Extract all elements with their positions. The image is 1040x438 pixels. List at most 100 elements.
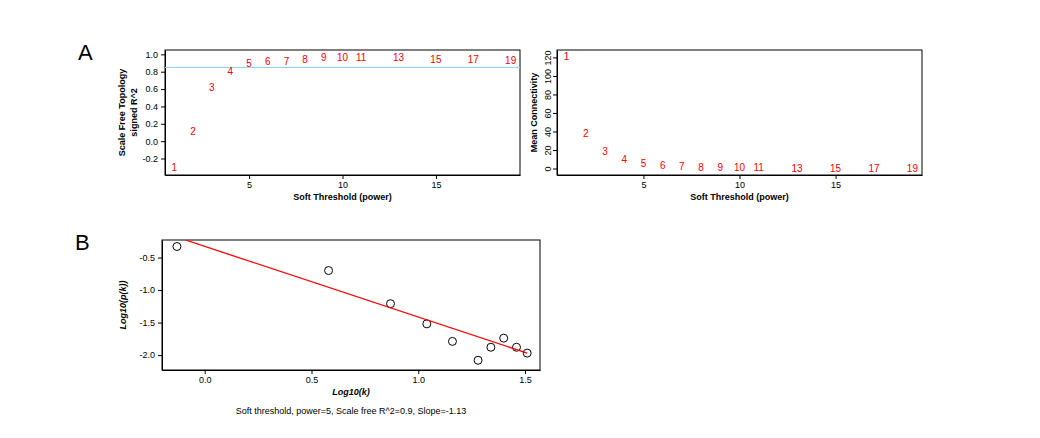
tick-label: 20 [543, 145, 553, 155]
tick: 5 [247, 175, 252, 190]
tick-label: 40 [543, 127, 553, 137]
tick: 40 [543, 127, 557, 137]
tick-label: 0.4 [145, 102, 158, 112]
tick: 0.5 [306, 370, 319, 385]
tick-label: -0.2 [142, 154, 158, 164]
tick-label: 0.0 [145, 137, 158, 147]
points: 123456789101113151719 [172, 52, 517, 172]
tick: 1.0 [413, 370, 426, 385]
x-axis: 5 10 15 [558, 175, 923, 190]
tick-mark [343, 175, 344, 179]
tick-mark [161, 72, 165, 73]
tick-label: -1.0 [139, 285, 155, 295]
caption: Soft threshold, power=5, Scale free R^2=… [236, 406, 467, 416]
tick-mark [553, 150, 557, 151]
point-label: 1 [172, 162, 178, 173]
chart: 51015-0.20.00.20.40.60.81.01234567891011… [78, 40, 521, 202]
tick-label: 0.2 [145, 119, 158, 129]
tick-mark [553, 131, 557, 132]
tick: 0.4 [145, 102, 165, 112]
tick: 15 [831, 175, 841, 190]
tick-label: -0.5 [139, 253, 155, 263]
tick-label: 60 [543, 108, 553, 118]
point-label: 9 [718, 162, 724, 173]
point-label: 15 [430, 54, 442, 65]
reference-line [165, 67, 520, 68]
y-axis: 020406080100120 [543, 50, 558, 175]
fit-line [185, 240, 527, 353]
point-label: 6 [660, 160, 666, 171]
y-axis: -0.20.00.20.40.60.81.0 [142, 50, 165, 176]
point-label: 3 [209, 82, 215, 93]
point-label: 17 [868, 163, 880, 174]
tick: 1.5 [519, 370, 532, 385]
plot-frame [162, 240, 540, 370]
tick-mark [436, 175, 437, 179]
tick-mark [161, 141, 165, 142]
tick-label: 15 [831, 180, 841, 190]
point [173, 243, 181, 251]
axis-line [163, 370, 541, 371]
tick-mark [158, 258, 162, 259]
point-label: 13 [393, 52, 405, 63]
tick: 0 [543, 167, 557, 172]
x-axis: 51015 [166, 175, 521, 190]
x-axis: 0.0 0.5 1.0 1.5 [163, 370, 541, 385]
tick-mark [311, 370, 312, 374]
tick-mark [418, 370, 419, 374]
point-label: 13 [792, 163, 804, 174]
axis-line [165, 51, 166, 176]
tick: 0.2 [145, 119, 165, 129]
tick-label: 0.5 [306, 375, 319, 385]
tick-mark [740, 175, 741, 179]
point-label: 17 [468, 54, 480, 65]
chart: 0.00.51.01.5-0.5-1.0-1.5-2.0Log10(k)Log1… [75, 230, 541, 416]
point-label: 9 [321, 52, 327, 63]
tick-mark [553, 76, 557, 77]
point [325, 267, 333, 275]
y-axis: -0.5 -1.0 -1.5 -2.0 [139, 241, 162, 371]
tick: -0.2 [142, 154, 165, 164]
point-label: 3 [602, 146, 608, 157]
tick-label: 0.0 [199, 375, 212, 385]
tick-label: 0 [543, 167, 553, 172]
tick: -1.5 [139, 318, 162, 328]
tick: 80 [543, 90, 557, 100]
y-axis-title: Mean Connectivity [529, 73, 539, 153]
tick-mark [553, 94, 557, 95]
tick-label: 1.0 [145, 50, 158, 60]
tick: 60 [543, 108, 557, 118]
tick: 0.6 [145, 84, 165, 94]
tick-label: 5 [641, 180, 646, 190]
tick: 5 [641, 175, 646, 190]
tick: 120 [543, 50, 557, 65]
tick-mark [161, 124, 165, 125]
tick: 0.0 [145, 137, 165, 147]
axis-line [162, 241, 163, 371]
point-label: 10 [337, 52, 349, 63]
chart: 5101502040608010012012345678910111315171… [529, 50, 923, 202]
tick-label: 10 [338, 180, 348, 190]
panel-label: B [75, 230, 90, 255]
point-label: 10 [734, 162, 746, 173]
tick-label: 0.6 [145, 84, 158, 94]
point-label: 2 [583, 128, 589, 139]
y-axis-title: Scale Free Topology [117, 69, 127, 156]
tick-mark [158, 355, 162, 356]
tick-mark [158, 290, 162, 291]
tick-mark [205, 370, 206, 374]
tick-mark [553, 169, 557, 170]
tick-label: -2.0 [139, 350, 155, 360]
tick-mark [643, 175, 644, 179]
tick-label: 10 [735, 180, 745, 190]
y-axis-title: signed R^2 [129, 88, 139, 136]
point-label: 1 [564, 51, 570, 62]
point-label: 4 [621, 154, 627, 165]
point-label: 2 [190, 126, 196, 137]
point-label: 11 [356, 52, 367, 63]
tick-label: 80 [543, 90, 553, 100]
point [523, 349, 531, 357]
plot-frame [557, 50, 922, 175]
tick-label: 1.0 [413, 375, 426, 385]
point [474, 356, 482, 364]
